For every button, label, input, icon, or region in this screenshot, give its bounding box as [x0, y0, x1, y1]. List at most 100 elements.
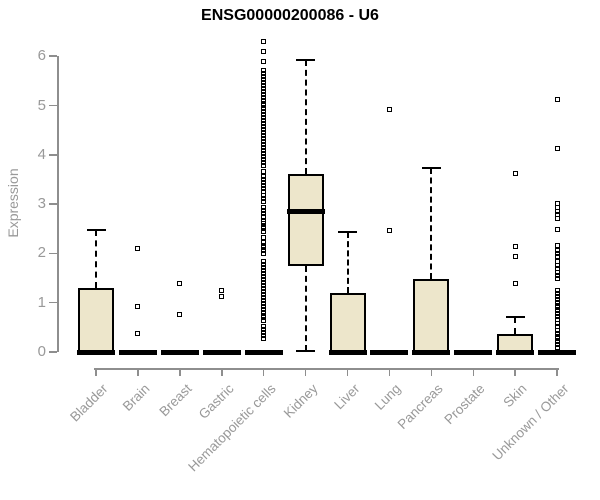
y-axis-line [57, 56, 59, 352]
outlier-point [554, 259, 560, 265]
outlier-point [554, 250, 560, 256]
outlier-point [261, 147, 267, 153]
outlier-point [261, 248, 267, 254]
outlier-point [554, 342, 560, 348]
median-line [118, 350, 157, 355]
median-line [286, 208, 325, 214]
upper-whisker-cap [505, 316, 525, 319]
y-axis-tick [49, 55, 57, 57]
outlier-point [261, 118, 267, 124]
outlier-point [261, 288, 267, 294]
outlier-point [261, 271, 267, 277]
outlier-point [261, 291, 267, 297]
outlier-point [261, 38, 267, 44]
outlier-point [554, 317, 560, 323]
outlier-point [261, 186, 267, 192]
outlier-point [261, 285, 267, 291]
outlier-point [261, 153, 267, 159]
y-tick-label: 5 [37, 96, 46, 114]
outlier-point [554, 247, 560, 253]
outlier-point [177, 280, 183, 286]
outlier-point [554, 324, 560, 330]
outlier-point [135, 331, 141, 337]
outlier-point [261, 207, 267, 213]
y-tick-label: 0 [37, 343, 46, 360]
x-axis-tick [514, 368, 516, 376]
outlier-point [554, 262, 560, 268]
outlier-point [554, 276, 560, 282]
outlier-point [261, 85, 267, 91]
outlier-point [219, 293, 225, 299]
upper-whisker-line [304, 59, 307, 174]
box-iqr [287, 173, 324, 267]
x-axis-tick [346, 368, 349, 376]
x-axis-line [94, 368, 559, 370]
x-axis-tick [388, 368, 391, 376]
x-axis-tick [472, 368, 475, 376]
upper-whisker-line [346, 232, 349, 293]
box-iqr [78, 287, 114, 352]
outlier-point [261, 150, 267, 156]
median-line [160, 350, 199, 355]
outlier-point [261, 88, 267, 94]
lower-whisker-cap [296, 350, 316, 352]
outlier-point [261, 168, 267, 174]
outlier-point [512, 171, 518, 177]
upper-whisker-line [514, 317, 517, 334]
outlier-point [554, 227, 560, 233]
outlier-point [261, 192, 267, 198]
outlier-point [261, 70, 267, 76]
outlier-point [261, 141, 267, 147]
median-line [328, 350, 367, 355]
x-axis-tick [430, 368, 433, 376]
outlier-point [554, 304, 560, 310]
outlier-point [554, 345, 560, 351]
y-tick-label: 1 [37, 293, 46, 311]
outlier-point [261, 115, 267, 121]
outlier-point [261, 138, 267, 144]
outlier-point [261, 330, 267, 336]
outlier-point [554, 272, 560, 278]
upper-whisker-cap [86, 229, 106, 232]
outlier-point [261, 239, 267, 245]
x-axis-tick [179, 368, 181, 376]
x-axis-tick [221, 368, 223, 376]
outlier-point [554, 266, 560, 272]
box-iqr [329, 292, 366, 352]
upper-whisker-cap [338, 231, 358, 234]
outlier-point [261, 97, 267, 103]
outlier-point [261, 279, 267, 285]
outlier-point [261, 195, 267, 201]
outlier-point [554, 269, 560, 275]
outlier-point [554, 243, 560, 248]
outlier-point [554, 208, 560, 214]
median-line [454, 350, 493, 355]
y-axis-tick [49, 252, 57, 255]
median-line [370, 350, 409, 355]
outlier-point [261, 336, 267, 342]
outlier-point [261, 144, 267, 150]
outlier-point [261, 245, 267, 251]
outlier-point [554, 293, 560, 299]
outlier-point [261, 180, 267, 186]
outlier-point [261, 262, 267, 268]
outlier-point [554, 311, 560, 317]
outlier-point [135, 245, 141, 251]
outlier-point [261, 314, 267, 320]
outlier-point [554, 290, 560, 296]
outlier-point [261, 259, 267, 265]
x-axis-tick [137, 368, 139, 376]
outlier-point [261, 277, 267, 283]
outlier-point [261, 82, 267, 88]
outlier-point [261, 130, 267, 136]
outlier-point [261, 177, 267, 183]
outlier-point [261, 317, 267, 323]
outlier-point [261, 189, 267, 195]
outlier-point [554, 296, 560, 302]
y-axis-tick [49, 301, 57, 304]
outlier-point [261, 159, 267, 165]
outlier-point [386, 227, 392, 233]
outlier-point [261, 268, 267, 274]
outlier-point [554, 215, 560, 221]
